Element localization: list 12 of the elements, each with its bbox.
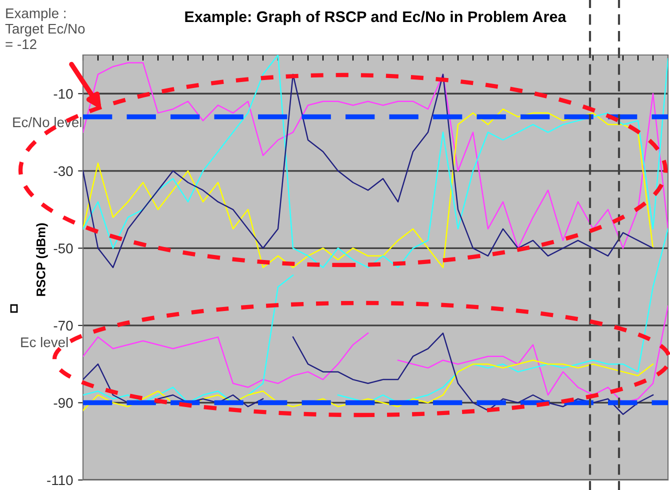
y-tick-label: -70: [54, 320, 73, 331]
text: Ec/No level: [13, 117, 82, 128]
y-tick-label: -30: [54, 166, 73, 176]
y-axis-title: RSCP (dBm): [36, 223, 48, 296]
y-tick-label: -50: [54, 244, 73, 254]
y-tick-label: -10: [54, 88, 73, 99]
y-tick-label: -90: [54, 398, 73, 408]
line-series: [83, 108, 654, 268]
y-tick-label: -110: [47, 475, 73, 486]
text: Example : Target Ec/No = -12: [5, 8, 85, 49]
text: Ec level: [21, 337, 68, 348]
chart-title: Example: Graph of RSCP and Ec/No in Problem Area: [185, 10, 566, 26]
